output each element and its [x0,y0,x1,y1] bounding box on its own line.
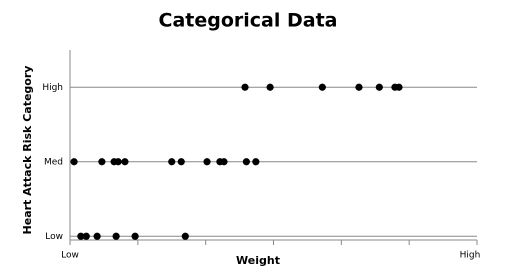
data-point [112,232,120,240]
data-point [82,232,90,240]
data-point [252,158,260,166]
data-point [98,158,106,166]
data-point [93,232,101,240]
y-tick-label: Low [45,232,63,242]
data-point [242,158,250,166]
data-point [318,83,326,91]
data-point [70,158,78,166]
x-axis-label: Weight [236,254,280,267]
data-point [355,83,363,91]
chart-title: Categorical Data [159,10,338,32]
y-tick-label: Med [44,157,63,167]
data-point [395,83,403,91]
data-point [177,158,185,166]
y-tick-label: High [42,83,63,93]
data-point [131,232,139,240]
data-point [181,232,189,240]
data-point [266,83,274,91]
data-point [168,158,176,166]
y-axis-label: Heart Attack Risk Category [21,66,34,235]
data-point [220,158,228,166]
x-tick-label: High [460,251,481,261]
data-point [77,232,85,240]
data-point [121,158,129,166]
data-point [203,158,211,166]
data-point [114,158,122,166]
x-tick-label: Low [61,251,79,261]
data-point [375,83,383,91]
data-point [241,83,249,91]
